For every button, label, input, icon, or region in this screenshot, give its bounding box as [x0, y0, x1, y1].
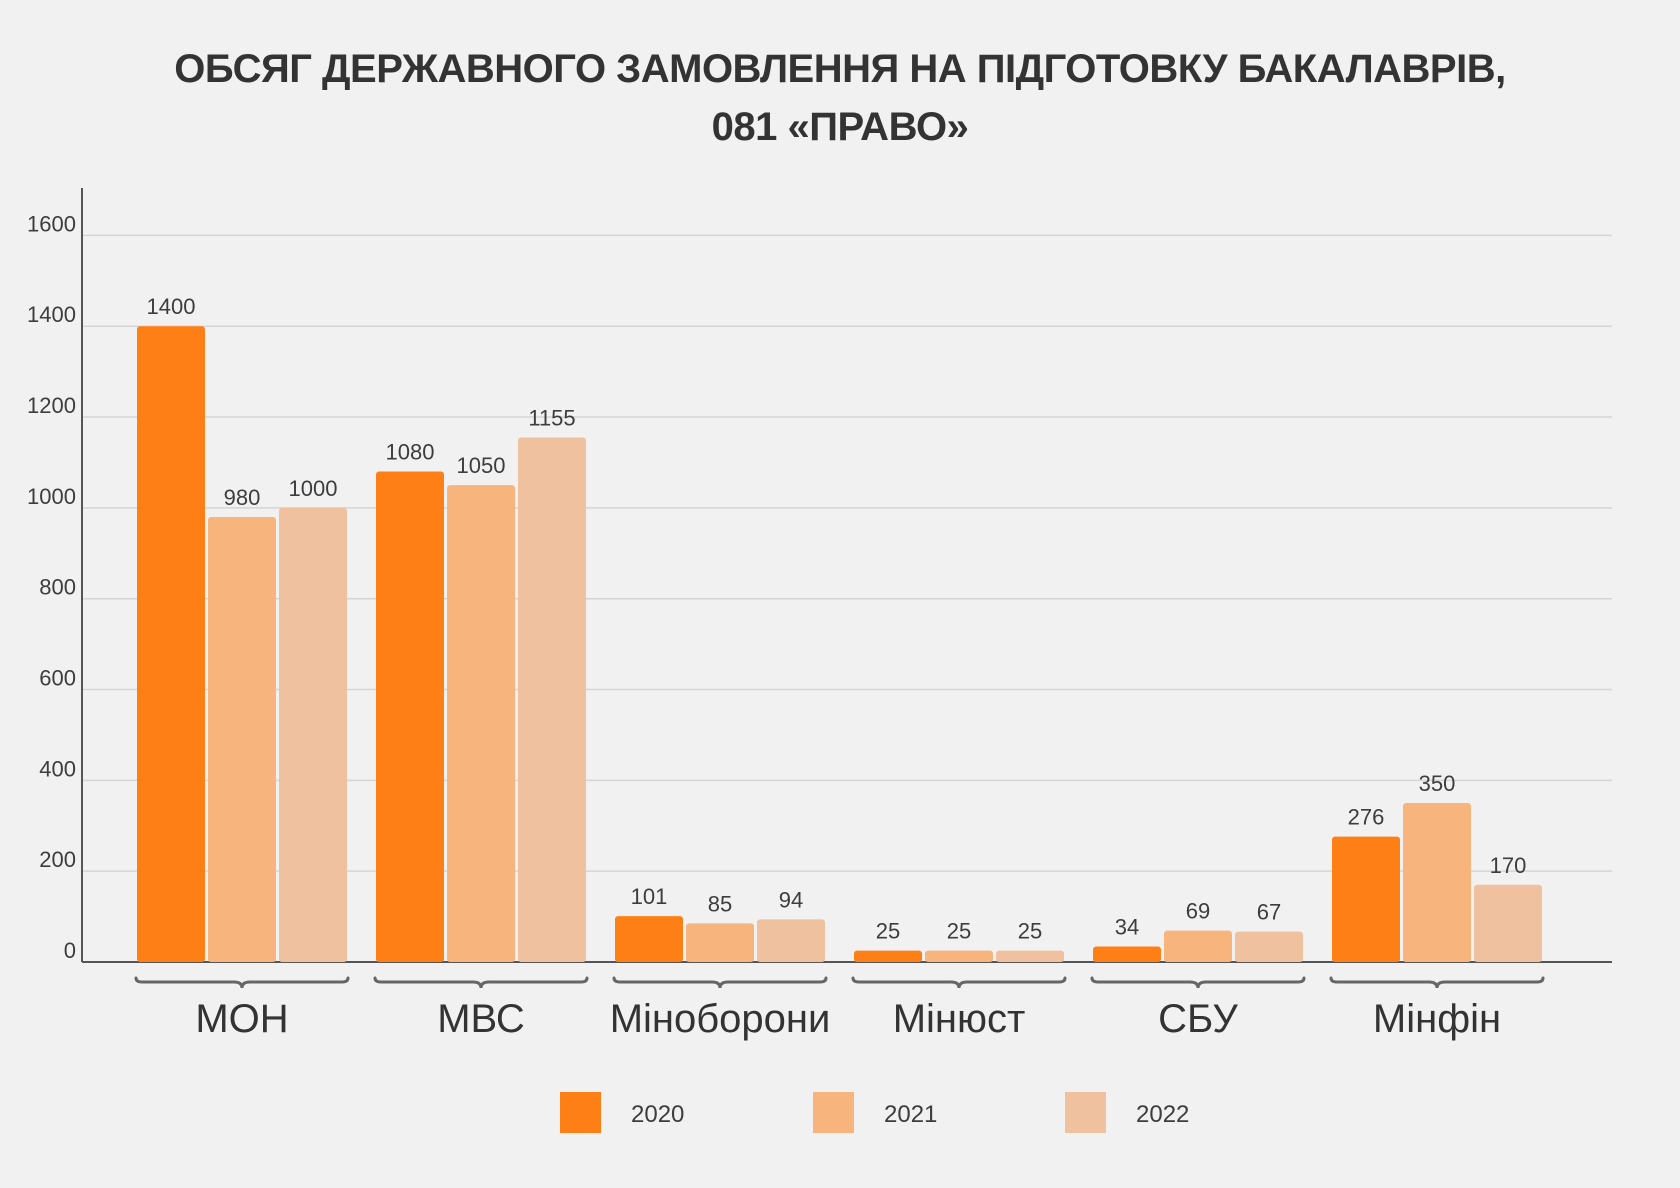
category-label: МОН	[195, 997, 288, 1041]
bar-2020-0	[137, 326, 205, 962]
data-label: 170	[1490, 853, 1527, 878]
category-label: СБУ	[1158, 997, 1238, 1041]
y-tick-label: 1400	[27, 302, 76, 327]
chart-title-line-2: 081 «ПРАВО»	[711, 105, 969, 149]
category-brace	[851, 976, 1067, 989]
bar-2020-3	[854, 950, 922, 962]
bar-2020-2	[615, 916, 683, 962]
bar-2021-1	[447, 485, 515, 962]
bar-2021-4	[1164, 930, 1232, 962]
data-label: 69	[1186, 899, 1210, 924]
data-label: 980	[224, 485, 261, 510]
data-label: 1050	[457, 453, 506, 478]
legend-label-2020: 2020	[631, 1101, 684, 1128]
bar-2020-1	[376, 471, 444, 962]
legend-swatch-2021	[813, 1092, 854, 1133]
bar-2022-5	[1474, 884, 1542, 962]
data-label: 67	[1257, 900, 1281, 925]
y-tick-label: 0	[64, 938, 76, 963]
bar-2022-2	[757, 919, 825, 962]
legend-label-2021: 2021	[884, 1101, 937, 1128]
y-tick-label: 1200	[27, 393, 76, 418]
data-label: 1400	[147, 294, 196, 319]
data-label: 25	[876, 919, 900, 944]
bar-2021-3	[925, 950, 993, 962]
y-tick-label: 1000	[27, 484, 76, 509]
bar-2020-5	[1332, 836, 1400, 962]
category-brace	[1329, 976, 1545, 989]
category-label: Мінюст	[893, 997, 1026, 1041]
category-brace	[1090, 976, 1306, 989]
bar-2021-0	[208, 516, 276, 962]
category-label: МВС	[437, 997, 525, 1041]
legend-label-2022: 2022	[1136, 1101, 1189, 1128]
data-label: 276	[1348, 805, 1385, 830]
data-label: 94	[779, 887, 803, 912]
bar-2022-0	[279, 507, 347, 962]
bar-2021-5	[1403, 803, 1471, 962]
data-label: 1155	[528, 405, 575, 430]
y-tick-label: 400	[39, 756, 76, 781]
data-label: 350	[1419, 771, 1456, 796]
data-label: 1000	[289, 476, 338, 501]
bar-2022-3	[996, 950, 1064, 962]
bar-2022-1	[518, 437, 586, 962]
category-label: Мінфін	[1373, 997, 1501, 1041]
y-tick-label: 200	[39, 847, 76, 872]
chart-title-line-1: ОБСЯГ ДЕРЖАВНОГО ЗАМОВЛЕННЯ НА ПІДГОТОВК…	[174, 47, 1506, 91]
data-label: 34	[1115, 915, 1139, 940]
y-tick-label: 800	[39, 575, 76, 600]
data-label: 101	[631, 884, 668, 909]
bar-2021-2	[686, 923, 754, 962]
chart-title: ОБСЯГ ДЕРЖАВНОГО ЗАМОВЛЕННЯ НА ПІДГОТОВК…	[0, 40, 1680, 156]
y-tick-label: 1600	[27, 211, 76, 236]
data-label: 85	[708, 891, 732, 916]
bar-2020-4	[1093, 946, 1161, 962]
bar-2022-4	[1235, 931, 1303, 962]
data-label: 1080	[386, 440, 435, 465]
category-label: Міноборони	[610, 997, 831, 1041]
y-tick-label: 600	[39, 666, 76, 691]
category-brace	[612, 976, 828, 989]
legend-swatch-2022	[1065, 1092, 1106, 1133]
data-label: 25	[947, 919, 971, 944]
category-brace	[373, 976, 589, 989]
legend-swatch-2020	[560, 1092, 601, 1133]
category-brace	[134, 976, 350, 989]
data-label: 25	[1018, 919, 1042, 944]
